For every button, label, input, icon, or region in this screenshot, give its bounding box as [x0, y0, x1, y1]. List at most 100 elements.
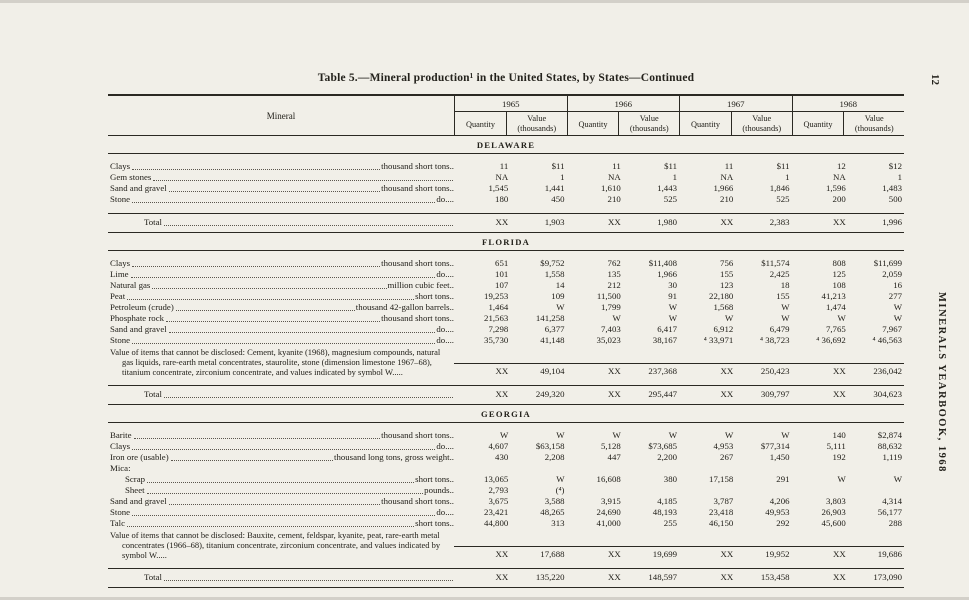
- row-unit: thousand short tons..: [381, 313, 454, 324]
- cell-value: W: [612, 430, 621, 441]
- cell-value: [792, 485, 848, 496]
- row-unit: thousand 42-gallon barrels..: [355, 302, 454, 313]
- cell-value: XX: [608, 366, 621, 377]
- dotted-leader: [147, 482, 415, 484]
- cell-value: 35,023: [596, 335, 621, 346]
- cell-value: 13,065: [484, 474, 509, 485]
- row-label: Gem stones: [110, 172, 152, 183]
- row-unit: do....: [436, 269, 454, 280]
- year-subheaders: Quantity Value (thousands): [680, 112, 792, 136]
- cell-value: 3,803: [825, 496, 846, 507]
- table-row: Iron ore (usable) thousand long tons, gro…: [108, 452, 904, 463]
- cell-value: 41,000: [596, 518, 621, 529]
- cell-value: 12: [836, 161, 846, 172]
- cell-value: W: [893, 313, 902, 324]
- dotted-leader: [132, 343, 436, 345]
- cell-value: 1,474: [825, 302, 846, 313]
- row-label-area: Mica:: [108, 463, 454, 474]
- row-unit: million cubic feet..: [387, 280, 454, 291]
- cell-value: XX: [720, 366, 734, 377]
- row-unit: thousand long tons, gross weight..: [334, 452, 454, 463]
- row-values: 35,730 41,148 35,023 38,167 ⁴ 33,971 ⁴ 38,723…: [454, 335, 904, 346]
- row-label-area: Lime do....: [108, 269, 454, 280]
- cell-value: ⁴ 46,563: [872, 335, 902, 346]
- table-row: Sand and gravel thousand short tons.. 3,67…: [108, 496, 904, 507]
- row-unit: thousand short tons..: [381, 258, 454, 269]
- cell-value: 288: [888, 518, 902, 529]
- cell-value: ⁴ 33,971: [703, 335, 734, 346]
- cell-value: W: [837, 474, 846, 485]
- cell-value: 44,800: [484, 518, 509, 529]
- cell-value: 2,425: [769, 269, 790, 280]
- cell-value: 30: [668, 280, 677, 291]
- year-header: 1966: [567, 96, 679, 112]
- row-label: Iron ore (usable): [110, 452, 169, 463]
- cell-value: 41,213: [821, 291, 846, 302]
- cell-value: 35,730: [484, 335, 509, 346]
- cell-value: W: [668, 302, 677, 313]
- cell-value: W: [668, 313, 677, 324]
- cell-value: 249,320: [535, 389, 565, 400]
- cell-value: 173,090: [873, 572, 902, 583]
- cell-value: 3,588: [544, 496, 565, 507]
- cell-value: [735, 485, 791, 496]
- quantity-header: Quantity: [465, 119, 496, 129]
- row-values: 21,563 141,258 W W W W W W: [454, 313, 904, 324]
- cell-value: 3,675: [488, 496, 509, 507]
- row-label-area: Scrap short tons..: [108, 474, 454, 485]
- row-label: Scrap: [125, 474, 146, 485]
- section-rows: Clays thousand short tons.. 11 $11 11 $11 11 $1…: [108, 154, 904, 209]
- cell-value: 250,423: [760, 366, 790, 377]
- row-values: W W W W W W 140 $2,874: [454, 430, 904, 441]
- cell-value: 140: [832, 430, 846, 441]
- dotted-leader: [168, 332, 436, 334]
- year-column-group: 1965 Quantity Value (thousands): [454, 96, 567, 136]
- cell-value: 6,377: [544, 324, 565, 335]
- row-label-area: Total: [108, 217, 454, 228]
- row-label: Phosphate rock: [110, 313, 164, 324]
- dotted-leader: [133, 438, 381, 440]
- year-subheaders: Quantity Value (thousands): [568, 112, 680, 136]
- cell-value: 22,180: [709, 291, 734, 302]
- cell-value: 525: [776, 194, 790, 205]
- row-values: 651 $9,752 762 $11,408 756 $11,574 808 $11,699: [454, 258, 904, 269]
- cell-value: 3,915: [600, 496, 621, 507]
- dotted-leader: [163, 397, 453, 399]
- row-label: Sand and gravel: [110, 496, 167, 507]
- cell-value: 1,596: [825, 183, 846, 194]
- cell-value: ⁴ 38,723: [760, 335, 790, 346]
- row-values: XX 49,104 XX 237,368 XX 250,423 XX 236,042: [454, 363, 904, 377]
- table-body: DELAWARE Clays thousand short tons.. 11 $11 1…: [108, 136, 904, 589]
- cell-value: $11,408: [648, 258, 677, 269]
- year-header: 1967: [680, 96, 792, 112]
- dotted-leader: [163, 225, 453, 227]
- cell-value: 125: [832, 269, 846, 280]
- dotted-leader: [127, 526, 415, 528]
- row-label-area: Natural gas million cubic feet..: [108, 280, 454, 291]
- cell-value: W: [556, 302, 565, 313]
- value-header: Value (thousands): [730, 112, 792, 136]
- row-label: Sand and gravel: [110, 324, 167, 335]
- cell-value: XX: [495, 389, 509, 400]
- cell-value: $11: [664, 161, 677, 172]
- row-values: XX 249,320 XX 295,447 XX 309,797 XX 304,623: [454, 389, 904, 400]
- row-values: XX 1,903 XX 1,980 XX 2,383 XX 1,996: [454, 217, 904, 228]
- section-rows: Barite thousand short tons.. W W W W W W 140 $2,8…: [108, 423, 904, 564]
- row-unit: thousand short tons..: [381, 161, 454, 172]
- cell-value: W: [781, 430, 790, 441]
- row-values: 11 $11 11 $11 11 $11 12 $12: [454, 161, 904, 172]
- table-row: Gem stones NA 1 NA 1 NA 1 NA 1: [108, 172, 904, 183]
- table-row: Sand and gravel do.... 7,298 6,377 7,403 6,41…: [108, 324, 904, 335]
- cell-value: W: [499, 430, 509, 441]
- cell-value: 141,258: [535, 313, 565, 324]
- cell-value: 1,799: [600, 302, 621, 313]
- cell-value: 49,104: [540, 366, 565, 377]
- year-header: 1965: [455, 96, 567, 112]
- row-label-area: Peat short tons..: [108, 291, 454, 302]
- cell-value: $11,699: [873, 258, 902, 269]
- row-label: Talc: [110, 518, 126, 529]
- cell-value: 16: [893, 280, 902, 291]
- cell-value: [848, 485, 904, 496]
- cell-value: W: [556, 474, 565, 485]
